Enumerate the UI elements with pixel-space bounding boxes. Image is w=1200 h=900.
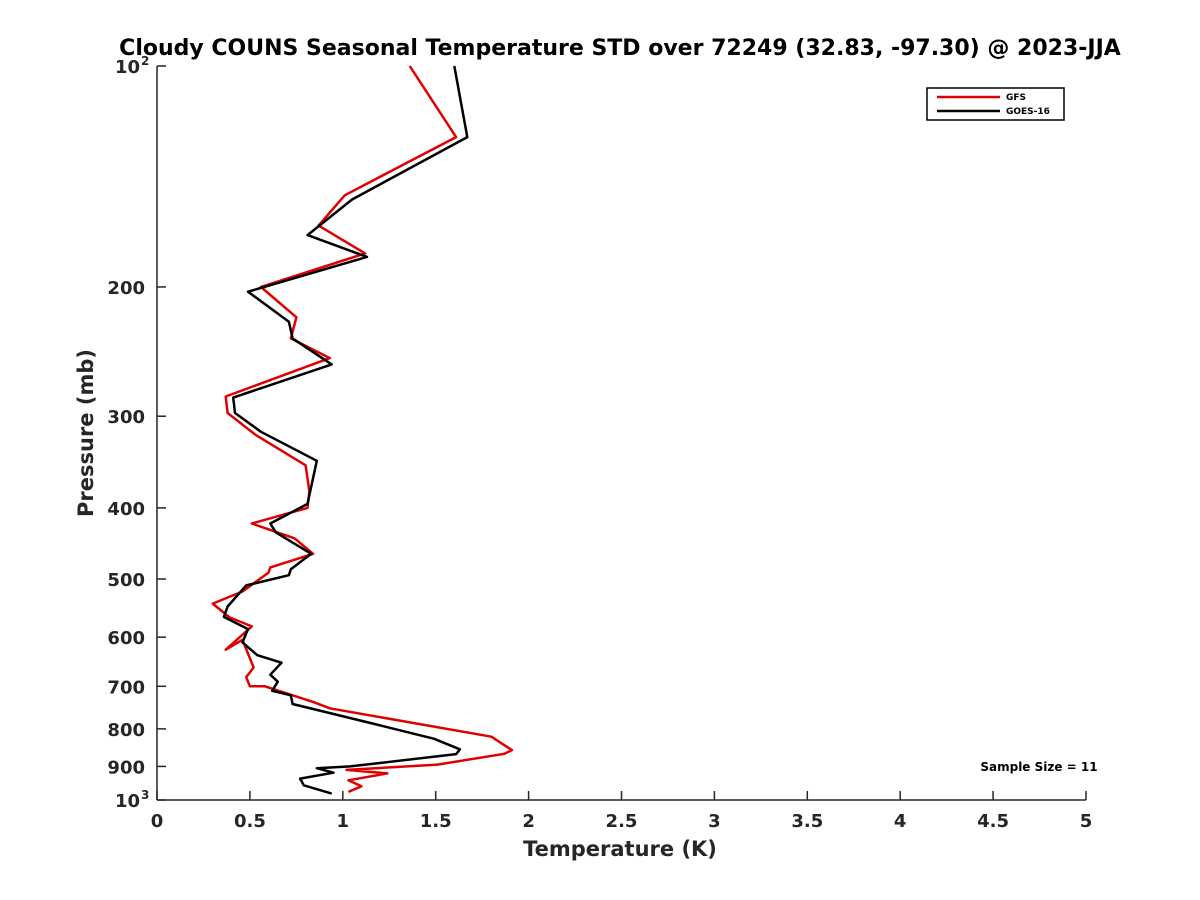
x-tick-label: 2 xyxy=(522,811,535,832)
series-group xyxy=(211,65,514,795)
x-tick-label: 4.5 xyxy=(977,811,1009,832)
y-tick-label: 10 xyxy=(115,57,140,78)
y-tick-label: 500 xyxy=(107,570,145,591)
x-tick-label: 3 xyxy=(708,811,721,832)
legend-label-gfs: GFS xyxy=(1006,93,1026,103)
y-tick-exponent: 3 xyxy=(141,788,149,802)
x-tick-label: 2.5 xyxy=(606,811,638,832)
x-tick-label: 1 xyxy=(337,811,350,832)
y-tick-exponent: 2 xyxy=(141,54,149,68)
series-line-goes16 xyxy=(222,65,469,795)
y-tick-label: 900 xyxy=(107,757,145,778)
x-tick-label: 0 xyxy=(151,811,164,832)
x-tick-label: 3.5 xyxy=(791,811,823,832)
y-tick-label: 800 xyxy=(107,720,145,741)
x-tick-label: 5 xyxy=(1080,811,1093,832)
x-axis-label: Temperature (K) xyxy=(523,837,717,861)
x-tick-label: 0.5 xyxy=(234,811,266,832)
plot-area xyxy=(156,66,1086,801)
y-tick-label: 700 xyxy=(107,677,145,698)
y-tick-label: 300 xyxy=(107,407,145,428)
y-tick-label: 200 xyxy=(107,278,145,299)
y-tick-label: 400 xyxy=(107,499,145,520)
legend: GFS GOES-16 xyxy=(926,87,1065,121)
sample-size-annotation: Sample Size = 11 xyxy=(980,760,1097,774)
legend-box xyxy=(926,87,1065,121)
y-tick-label: 600 xyxy=(107,628,145,649)
y-axis-label: Pressure (mb) xyxy=(74,349,98,517)
y-tick-label: 10 xyxy=(115,791,140,812)
chart-title: Cloudy COUNS Seasonal Temperature STD ov… xyxy=(119,36,1121,61)
series-line-gfs xyxy=(211,65,514,794)
x-axis: 0 0.5 1 1.5 2 2.5 3 3.5 4 4.5 5 xyxy=(151,791,1093,832)
x-tick-label: 1.5 xyxy=(420,811,452,832)
x-tick-label: 4 xyxy=(894,811,907,832)
legend-label-goes16: GOES-16 xyxy=(1006,107,1050,117)
